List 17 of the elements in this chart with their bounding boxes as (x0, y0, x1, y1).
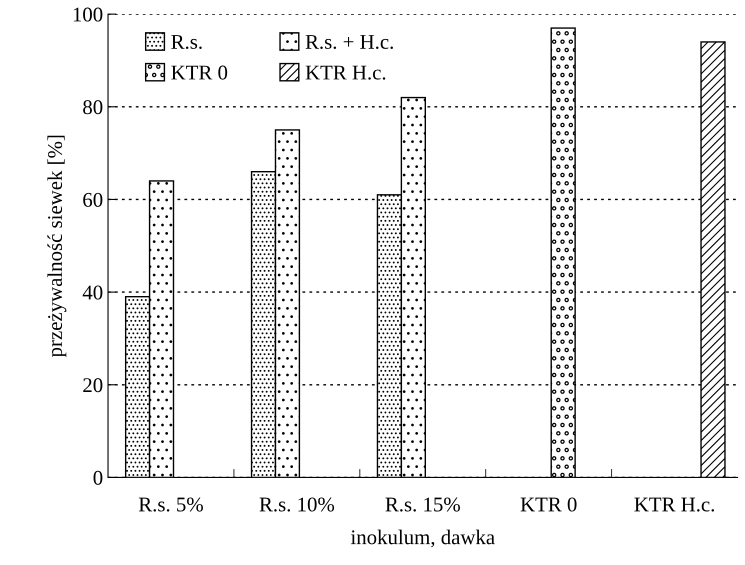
y-tick-label: 0 (94, 470, 102, 485)
x-tick-label: R.s. 5% (138, 497, 203, 512)
x-tick-label: R.s. 10% (260, 497, 334, 512)
x-tick-label: KTR 0 (520, 497, 577, 512)
y-tick-label: 40 (82, 285, 102, 300)
y-tick-label: 20 (83, 378, 102, 392)
x-axis-title: inokulum, dawka (350, 530, 495, 548)
y-tick-label: 80 (83, 100, 102, 114)
x-tick-label: KTR H.c. (634, 498, 714, 512)
legend-label: R.s. + H.c. (306, 35, 393, 50)
y-tick-label: 60 (83, 192, 102, 207)
y-axis-title: przeżywalność siewek [%] (47, 136, 66, 358)
legend-label: R.s. (171, 35, 202, 50)
legend-label: KTR H.c. (306, 66, 386, 80)
y-tick-label: 100 (74, 8, 102, 22)
legend-label: KTR 0 (171, 66, 228, 80)
x-tick-label: R.s. 15% (385, 497, 460, 512)
